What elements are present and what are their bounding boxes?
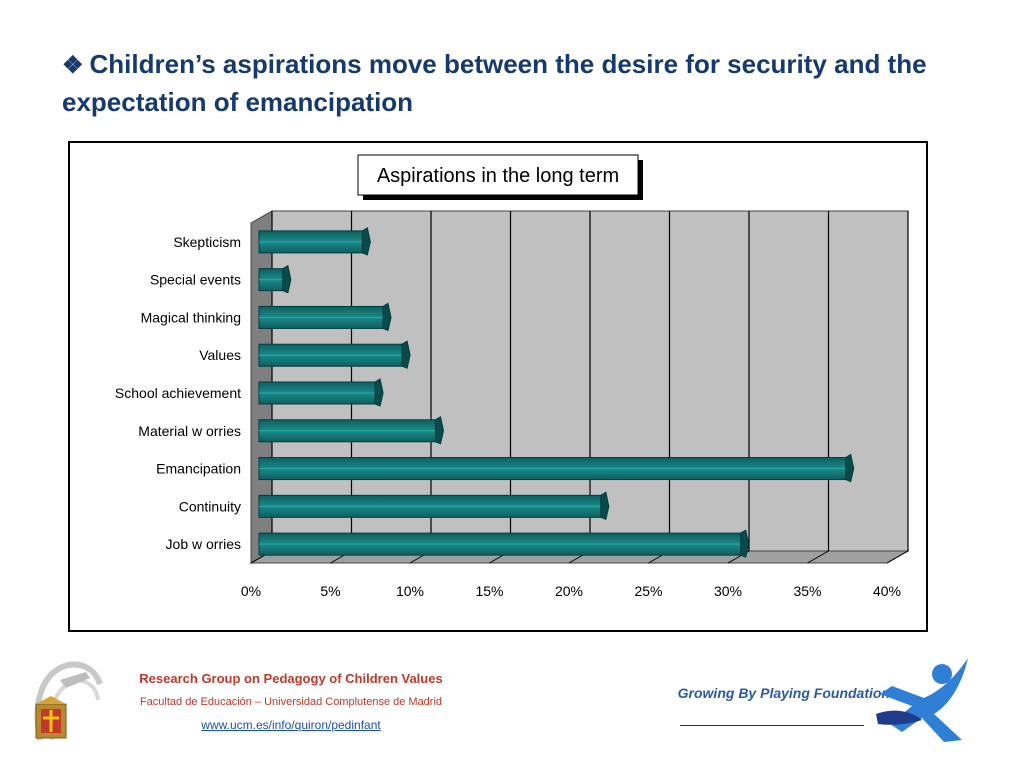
x-tick-label: 5% [320, 583, 340, 599]
website-link[interactable]: www.ucm.es/info/quiron/pedinfant [201, 718, 381, 732]
y-category-label: Continuity [179, 498, 241, 514]
y-category-label: Magical thinking [141, 309, 241, 325]
x-tick-label: 35% [793, 583, 821, 599]
y-category-label: Emancipation [156, 461, 241, 477]
bar-end-cap [361, 227, 371, 256]
y-category-label: Material w orries [138, 423, 241, 439]
chart-title: Aspirations in the long term [377, 165, 619, 187]
y-category-label: School achievement [115, 385, 241, 401]
y-category-label: Skepticism [173, 234, 241, 250]
bar-end-cap [600, 491, 610, 521]
y-category-label: Values [199, 347, 241, 363]
bar-chart: 0% 5% 10% 15% 20% 25% 30% 35% 40% Skepticism Speci… [115, 154, 910, 599]
faculty-name: Facultad de Educación – Universidad Comp… [139, 696, 443, 708]
x-tick-label: 25% [634, 583, 662, 599]
research-group-name: Research Group on Pedagogy of Children V… [139, 671, 443, 686]
bar-end-cap [374, 378, 384, 407]
x-tick-label: 40% [873, 583, 901, 599]
foundation-logo-icon [876, 658, 968, 742]
chart-frame: 0% 5% 10% 15% 20% 25% 30% 35% 40% Skepticism Speci… [68, 141, 928, 632]
bar-end-cap [401, 340, 411, 369]
foundation-divider [680, 725, 864, 726]
slide-title-text: Children’s aspirations move between the … [62, 49, 927, 117]
university-seal-icon [34, 661, 103, 741]
x-tick-label: 0% [241, 583, 261, 599]
bar-end-cap [282, 264, 292, 294]
bar-end-cap [740, 529, 750, 558]
y-category-label: Job w orries [166, 536, 241, 552]
x-tick-label: 20% [555, 583, 583, 599]
bar-end-cap [382, 302, 392, 332]
floor-gridline [807, 550, 829, 564]
x-tick-label: 30% [714, 583, 742, 599]
x-tick-label: 15% [475, 583, 503, 599]
slide-title: ❖ Children’s aspirations move between the… [62, 46, 982, 120]
bar-end-cap [434, 415, 445, 445]
bar-end-cap [845, 453, 855, 483]
chart-title-box [357, 154, 639, 196]
floor-gridline [886, 550, 909, 564]
y-category-label: Special events [150, 272, 241, 288]
foundation-name: Growing By Playing Foundation [677, 685, 890, 701]
bullet-icon: ❖ [62, 52, 84, 79]
x-tick-label: 10% [396, 583, 424, 599]
